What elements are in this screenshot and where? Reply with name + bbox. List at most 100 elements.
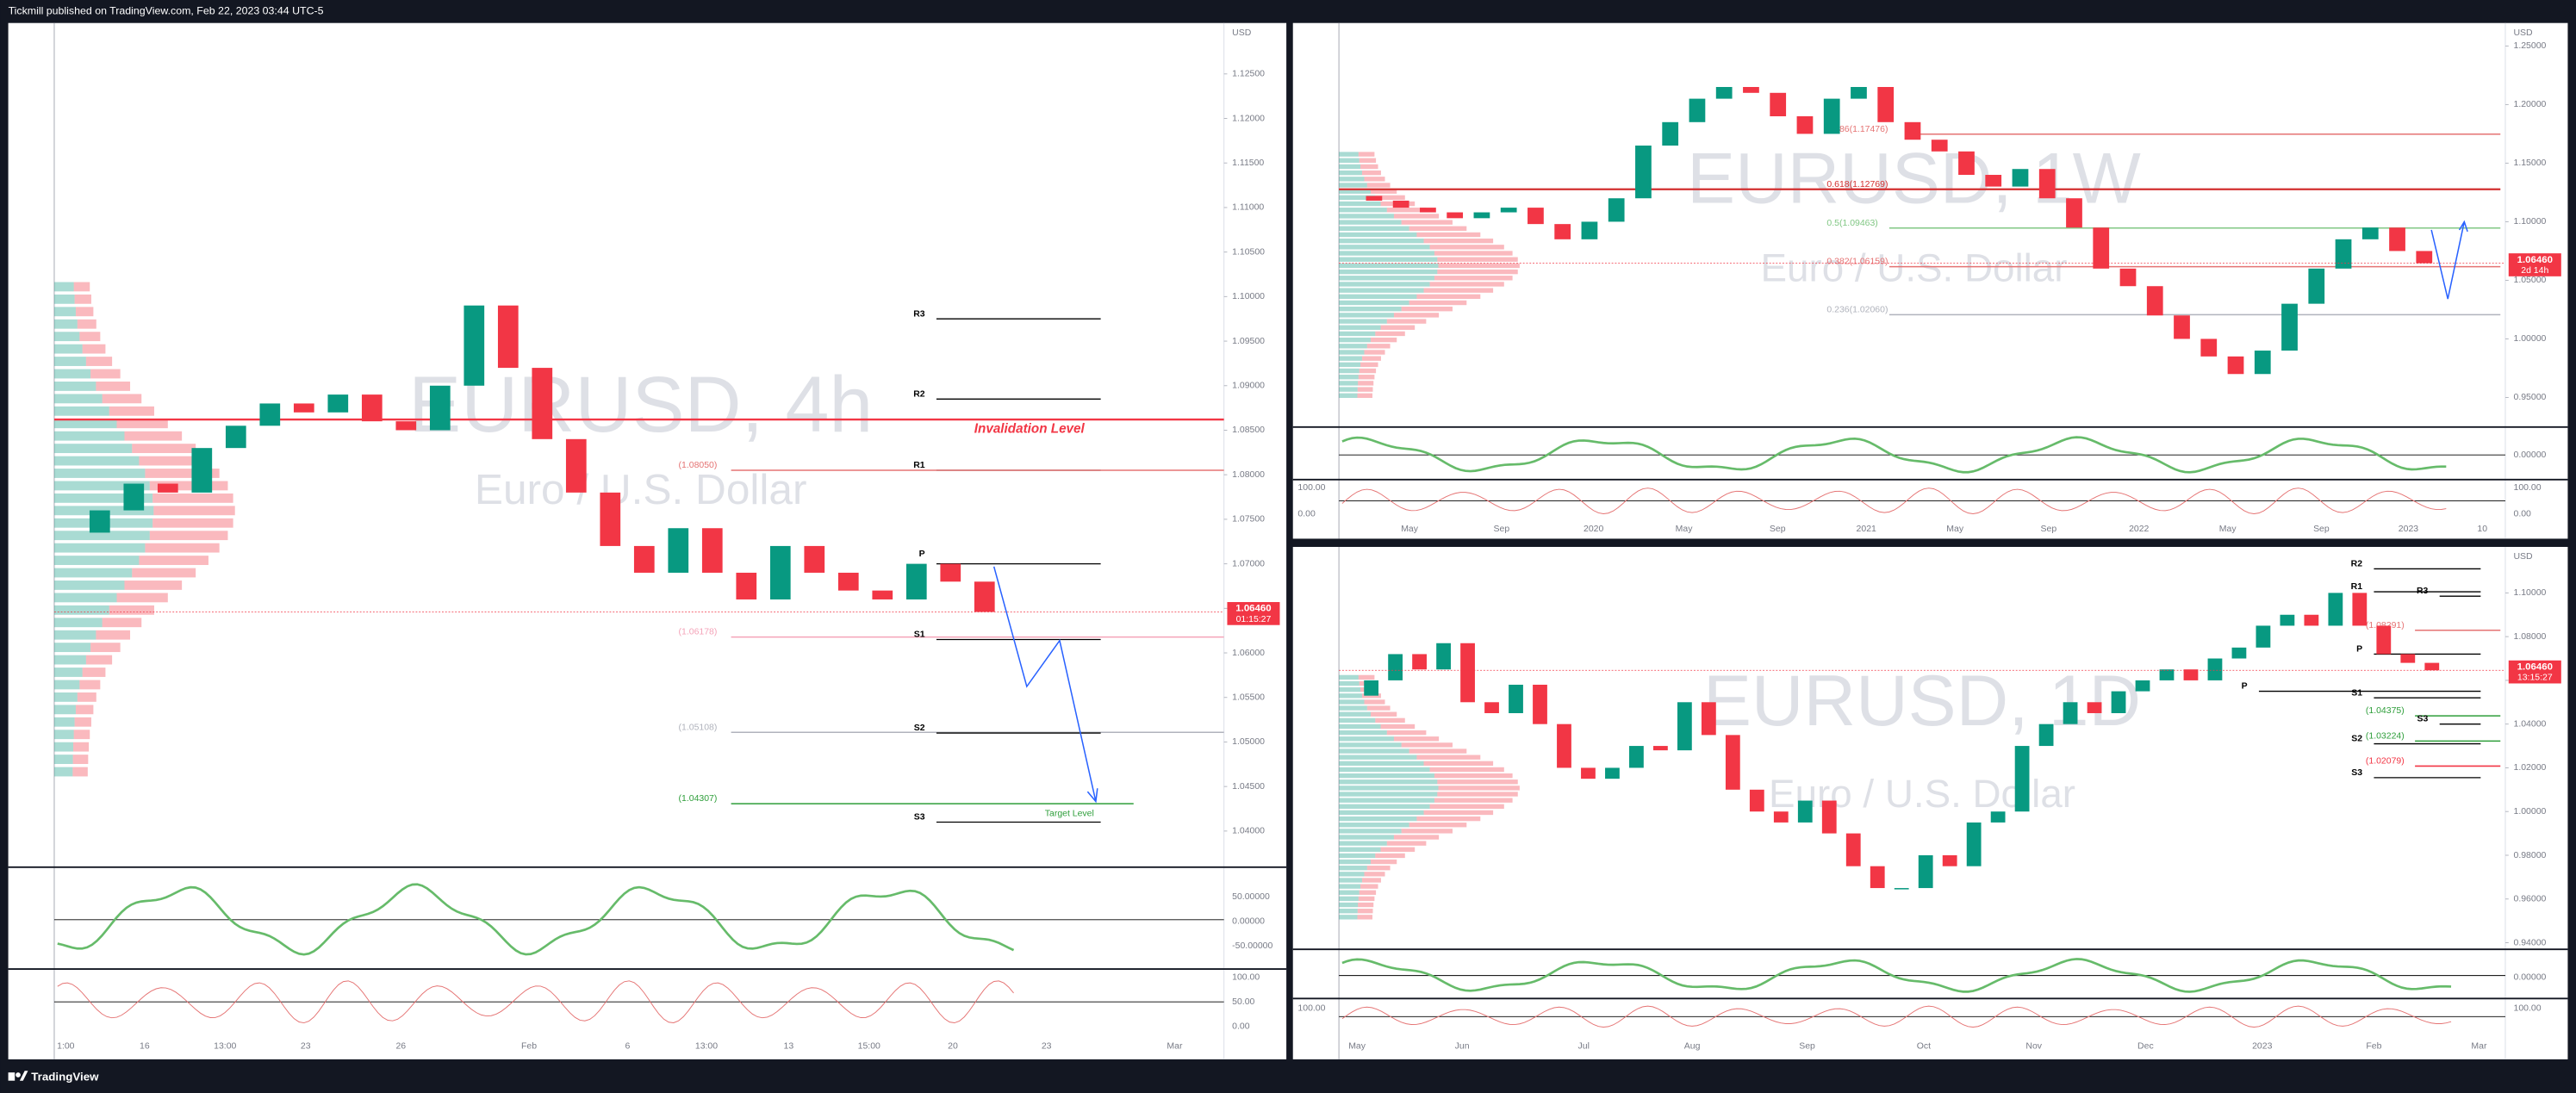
chart-panel: EURUSD, 1W Euro / U.S. Dollar USD 1.25000 1.… bbox=[1292, 22, 2568, 539]
volume-profile bbox=[1366, 183, 1391, 188]
volume-profile bbox=[1386, 319, 1427, 324]
volume-profile bbox=[1339, 866, 1367, 871]
candle bbox=[1770, 92, 1787, 117]
candle bbox=[225, 425, 246, 449]
oscillator bbox=[57, 980, 1014, 1024]
level-label: S1 bbox=[914, 630, 925, 640]
volume-profile bbox=[1339, 680, 1360, 686]
candle bbox=[2066, 198, 2082, 228]
volume-profile bbox=[53, 419, 117, 429]
level-label: R2 bbox=[913, 389, 925, 399]
candle bbox=[1749, 789, 1764, 812]
candle bbox=[600, 492, 621, 546]
candle bbox=[2424, 662, 2440, 671]
level-label: (1.04375) bbox=[2366, 706, 2405, 716]
volume-profile bbox=[1339, 294, 1417, 300]
price-tick-label: 1.08000 bbox=[1232, 470, 1265, 480]
volume-profile bbox=[1366, 866, 1391, 871]
volume-profile bbox=[1393, 736, 1440, 742]
volume-profile bbox=[1339, 158, 1360, 163]
time-label: Dec bbox=[2137, 1041, 2154, 1051]
candle bbox=[1557, 723, 1571, 768]
candle bbox=[2087, 702, 2102, 713]
volume-profile bbox=[1364, 872, 1385, 877]
time-label: 10 bbox=[2477, 525, 2487, 534]
candle bbox=[2389, 227, 2405, 252]
candle bbox=[940, 563, 961, 582]
candle bbox=[1725, 735, 1740, 790]
time-label: Feb bbox=[2366, 1041, 2381, 1051]
level-label: P bbox=[919, 550, 925, 559]
volume-profile bbox=[1339, 387, 1358, 392]
candle bbox=[1554, 224, 1571, 239]
candle bbox=[2038, 723, 2054, 747]
time-label: 2020 bbox=[1584, 525, 1603, 534]
time-label: Sep bbox=[1494, 525, 1510, 534]
candle bbox=[2063, 702, 2078, 724]
candle bbox=[1773, 811, 1789, 823]
volume-profile bbox=[1339, 381, 1359, 386]
candle bbox=[1653, 746, 1668, 751]
time-label: Oct bbox=[1917, 1041, 1931, 1051]
level-label: (1.02079) bbox=[2366, 756, 2405, 766]
volume-profile bbox=[1386, 730, 1427, 736]
candle bbox=[1918, 854, 1933, 889]
price-tick-label: 1.07500 bbox=[1232, 515, 1265, 525]
volume-profile bbox=[77, 319, 96, 329]
candle bbox=[2012, 169, 2029, 187]
candle bbox=[2146, 286, 2163, 316]
volume-profile bbox=[1358, 896, 1375, 902]
time-label: Nov bbox=[2025, 1041, 2042, 1051]
volume-profile bbox=[1401, 307, 1453, 312]
level-label: R1 bbox=[913, 461, 925, 470]
candle bbox=[1904, 121, 1921, 140]
stoch-label: 100.00 bbox=[1232, 972, 1260, 982]
volume-profile bbox=[1366, 344, 1391, 349]
candle bbox=[1796, 116, 1814, 134]
candle bbox=[1436, 643, 1451, 670]
volume-profile bbox=[116, 593, 168, 603]
volume-profile bbox=[72, 767, 88, 777]
oscillator bbox=[57, 883, 1015, 956]
volume-profile bbox=[1339, 189, 1372, 194]
volume-profile bbox=[1339, 908, 1358, 914]
volume-profile bbox=[1339, 208, 1387, 213]
volume-profile bbox=[1393, 835, 1440, 840]
volume-profile bbox=[1438, 263, 1520, 269]
oscillator bbox=[1341, 436, 2447, 474]
candle bbox=[1533, 684, 1547, 724]
last-price: 1.06460 bbox=[2517, 661, 2553, 672]
volume-profile bbox=[53, 568, 133, 578]
volume-profile bbox=[53, 630, 96, 640]
volume-profile bbox=[53, 294, 75, 304]
volume-profile bbox=[1437, 779, 1518, 785]
candle bbox=[1689, 98, 1706, 122]
candle bbox=[2400, 654, 2416, 663]
volume-profile bbox=[53, 307, 76, 317]
volume-profile bbox=[73, 730, 90, 740]
volume-profile bbox=[1339, 890, 1360, 895]
osc-label: -50.00000 bbox=[1232, 941, 1272, 951]
candle bbox=[701, 528, 723, 573]
time-label: 15:00 bbox=[858, 1041, 880, 1051]
volume-profile bbox=[1339, 779, 1438, 785]
volume-profile bbox=[53, 394, 103, 404]
volume-profile bbox=[1339, 823, 1409, 828]
volume-profile bbox=[53, 282, 74, 292]
time-label: Feb bbox=[521, 1041, 537, 1051]
volume-profile bbox=[1339, 276, 1434, 281]
volume-profile bbox=[1339, 337, 1372, 343]
volume-profile bbox=[149, 481, 228, 491]
candle bbox=[1958, 151, 1975, 176]
volume-profile bbox=[96, 382, 131, 391]
volume-profile bbox=[1361, 878, 1381, 883]
volume-profile bbox=[1339, 331, 1376, 337]
volume-profile bbox=[1339, 319, 1387, 324]
volume-profile bbox=[1339, 847, 1381, 852]
price-tick-label: 1.00000 bbox=[2514, 334, 2547, 344]
volume-profile bbox=[1339, 761, 1424, 767]
volume-profile bbox=[1358, 375, 1375, 380]
level-label: Target Level bbox=[1045, 809, 1094, 818]
